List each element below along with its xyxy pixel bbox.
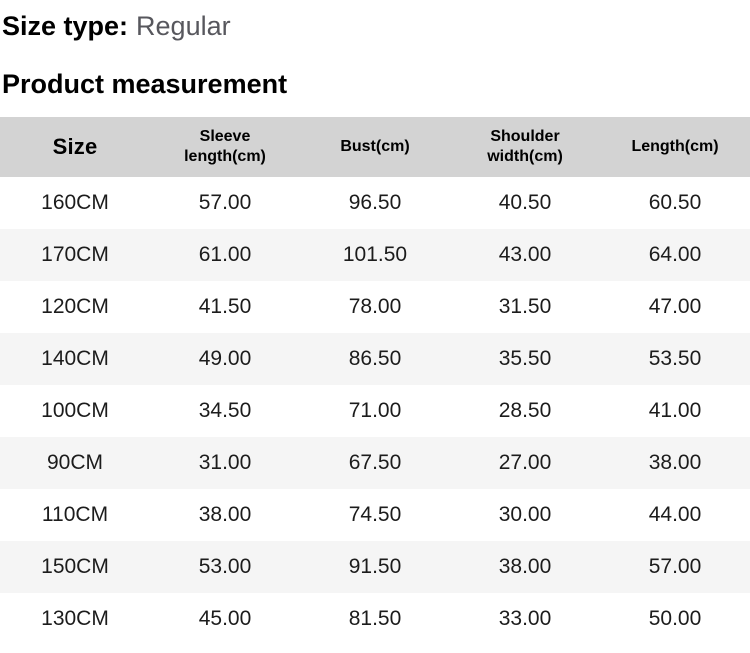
column-header-shoulder-width-cm: Shoulder width(cm) <box>487 127 563 165</box>
table-cell: 34.50 <box>198 399 252 422</box>
table-header-row: Size Sleeve length(cm) Bust(cm) Shoulder wi… <box>0 117 750 177</box>
table-cell: 41.00 <box>648 399 702 422</box>
table-cell: 45.00 <box>198 607 252 630</box>
table-cell: 30.00 <box>498 503 552 526</box>
table-cell: 74.50 <box>348 503 402 526</box>
table-cell: 50.00 <box>648 607 702 630</box>
table-cell: 96.50 <box>348 191 402 214</box>
table-row: 170CM 61.00 101.50 43.00 64.00 <box>0 229 750 281</box>
table-cell: 47.00 <box>648 295 702 318</box>
table-row: 90CM 31.00 67.50 27.00 38.00 <box>0 437 750 489</box>
table-cell: 49.00 <box>198 347 252 370</box>
size-type-label: Size type: <box>2 11 129 41</box>
table-cell: 35.50 <box>498 347 552 370</box>
table-cell: 33.00 <box>498 607 552 630</box>
table-row: 100CM 34.50 71.00 28.50 41.00 <box>0 385 750 437</box>
size-guide-panel: Size type: Regular Product measurement Si… <box>0 11 750 645</box>
table-cell: 53.00 <box>198 555 252 578</box>
table-cell: 31.50 <box>498 295 552 318</box>
table-row: 110CM 38.00 74.50 30.00 44.00 <box>0 489 750 541</box>
size-type-value: Regular <box>136 11 231 41</box>
product-measurement-table: Size Sleeve length(cm) Bust(cm) Shoulder wi… <box>0 117 750 645</box>
table-cell: 43.00 <box>498 243 552 266</box>
table-cell: 160CM <box>41 191 109 214</box>
table-cell: 130CM <box>41 607 109 630</box>
table-cell: 78.00 <box>348 295 402 318</box>
column-header-bust-cm: Bust(cm) <box>340 137 410 155</box>
table-row: 160CM 57.00 96.50 40.50 60.50 <box>0 177 750 229</box>
table-cell: 71.00 <box>348 399 402 422</box>
column-header-length-cm: Length(cm) <box>631 137 719 155</box>
table-cell: 38.00 <box>198 503 252 526</box>
table-cell: 91.50 <box>348 555 402 578</box>
table-cell: 57.00 <box>648 555 702 578</box>
table-cell: 41.50 <box>198 295 252 318</box>
table-cell: 101.50 <box>342 243 408 266</box>
table-cell: 140CM <box>41 347 109 370</box>
table-cell: 44.00 <box>648 503 702 526</box>
table-cell: 170CM <box>41 243 109 266</box>
size-type-line: Size type: Regular <box>2 11 750 42</box>
table-row: 130CM 45.00 81.50 33.00 50.00 <box>0 593 750 645</box>
column-header-sleeve-length-cm: Sleeve length(cm) <box>184 127 266 165</box>
table-cell: 57.00 <box>198 191 252 214</box>
table-cell: 110CM <box>41 503 109 526</box>
table-cell: 53.50 <box>648 347 702 370</box>
table-cell: 81.50 <box>348 607 402 630</box>
table-row: 140CM 49.00 86.50 35.50 53.50 <box>0 333 750 385</box>
table-cell: 61.00 <box>198 243 252 266</box>
table-cell: 38.00 <box>498 555 552 578</box>
table-cell: 40.50 <box>498 191 552 214</box>
table-cell: 100CM <box>41 399 109 422</box>
table-cell: 120CM <box>41 295 109 318</box>
table-cell: 67.50 <box>348 451 402 474</box>
table-cell: 38.00 <box>648 451 702 474</box>
table-cell: 86.50 <box>348 347 402 370</box>
table-head: Size Sleeve length(cm) Bust(cm) Shoulder wi… <box>0 117 750 177</box>
table-body: 160CM 57.00 96.50 40.50 60.50 170CM 61.00 101.5… <box>0 177 750 645</box>
section-title: Product measurement <box>2 69 288 99</box>
table-cell: 150CM <box>41 555 109 578</box>
table-row: 120CM 41.50 78.00 31.50 47.00 <box>0 281 750 333</box>
table-cell: 90CM <box>46 451 104 474</box>
table-cell: 64.00 <box>648 243 702 266</box>
table-row: 150CM 53.00 91.50 38.00 57.00 <box>0 541 750 593</box>
table-cell: 28.50 <box>498 399 552 422</box>
table-cell: 31.00 <box>198 451 252 474</box>
table-cell: 60.50 <box>648 191 702 214</box>
column-header-size: Size <box>52 134 98 160</box>
table-cell: 27.00 <box>498 451 552 474</box>
